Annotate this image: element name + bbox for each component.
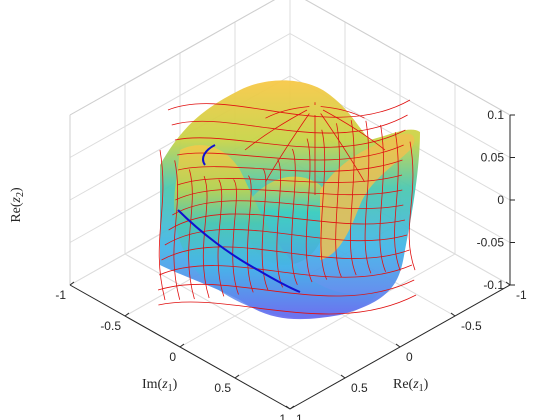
grid-line — [234, 253, 456, 379]
mesh-line — [175, 188, 403, 201]
x-tick-label: -0.5 — [461, 319, 482, 333]
svg-text:Re(z2): Re(z2) — [9, 187, 26, 223]
y-tick-label: 0 — [169, 350, 176, 364]
mesh-line — [320, 106, 365, 119]
mesh-line — [408, 141, 416, 271]
y-tick-label: 0.5 — [214, 381, 231, 395]
y-tick-mark — [69, 281, 75, 286]
mesh-line — [379, 124, 386, 272]
mesh-line — [364, 120, 372, 274]
x-tick-label: 1 — [296, 412, 303, 420]
z-tick-label: -0.1 — [483, 278, 504, 292]
mesh-line — [261, 168, 269, 291]
mesh-line — [322, 109, 386, 151]
mesh-line — [349, 120, 357, 276]
x-axis-ticks: -1 -0.5 0 0.5 1 — [285, 281, 527, 420]
mesh-line — [320, 113, 365, 183]
z-tick-label: -0.05 — [477, 236, 505, 250]
surface-right-wave — [320, 133, 415, 260]
mesh-line — [232, 179, 239, 295]
mesh-grid-lines — [157, 99, 417, 315]
grid-line — [289, 33, 511, 158]
z-axis-ticks: -0.1 -0.05 0 0.05 0.1 — [477, 108, 515, 292]
mesh-line — [171, 114, 408, 134]
mesh-line — [174, 129, 406, 148]
mesh-line — [157, 279, 415, 297]
mesh-line — [394, 132, 401, 271]
y-tick-mark — [124, 312, 130, 317]
mesh-line — [173, 160, 181, 300]
mesh-line — [168, 213, 406, 231]
z-tick-label: 0.05 — [481, 151, 505, 165]
box-edge — [69, 0, 276, 116]
axis-title-x: Re(z1) — [393, 377, 429, 394]
y-tick-mark — [234, 374, 240, 379]
y-axis-ticks: -1 -0.5 0 0.5 1 — [55, 281, 295, 420]
mesh-line — [247, 175, 254, 293]
mesh-line — [265, 106, 310, 119]
mesh-line — [164, 229, 408, 246]
mesh-line — [320, 129, 328, 280]
mesh-line — [217, 179, 225, 297]
box-edge — [304, 0, 511, 116]
x-tick-mark — [285, 405, 291, 410]
y-tick-mark — [289, 405, 295, 410]
surface-mesh — [157, 80, 420, 320]
axis-title-z: Re(z2) — [9, 187, 26, 223]
mesh-line — [305, 138, 313, 283]
mesh-line — [202, 176, 210, 299]
x-tick-label: -1 — [516, 288, 527, 302]
mesh-line — [177, 144, 404, 161]
axis-title-y: Im(z1) — [142, 377, 178, 394]
y-tick-label: -0.5 — [100, 319, 121, 333]
mesh-line — [172, 200, 404, 216]
x-tick-mark — [505, 281, 511, 286]
mesh-line — [177, 159, 403, 172]
mesh-line — [158, 294, 417, 315]
mesh-line — [161, 246, 410, 261]
x-tick-mark — [450, 312, 456, 317]
mesh-line — [244, 109, 308, 151]
mesh-line — [177, 174, 403, 186]
y-tick-mark — [179, 343, 185, 348]
mesh-line — [188, 169, 195, 300]
x-tick-mark — [395, 343, 401, 348]
z-tick-label: 0 — [497, 193, 504, 207]
highlight-curve — [177, 144, 301, 293]
grid-line — [69, 33, 291, 158]
mesh-line — [158, 264, 413, 278]
x-tick-label: 0 — [406, 350, 413, 364]
mesh-line — [167, 99, 411, 118]
y-tick-label: 1 — [279, 412, 286, 420]
surface-front-fold — [174, 145, 380, 318]
mesh-line — [265, 113, 310, 183]
x-tick-mark — [340, 374, 346, 379]
z-tick-label: 0.1 — [487, 108, 504, 122]
mesh-line — [276, 159, 284, 288]
y-tick-label: -1 — [55, 288, 66, 302]
x-tick-label: 0.5 — [351, 381, 368, 395]
mesh-line — [158, 149, 166, 301]
